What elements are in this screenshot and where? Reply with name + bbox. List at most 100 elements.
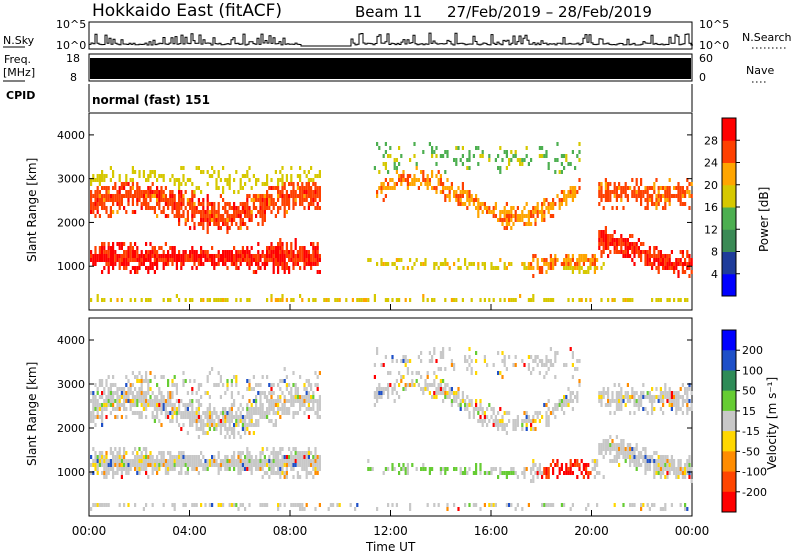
heat-cell — [186, 403, 189, 407]
heat-cell — [631, 234, 634, 238]
heat-cell — [613, 399, 616, 403]
heat-cell — [549, 359, 552, 363]
heat-cell — [230, 222, 233, 226]
heat-cell — [629, 234, 632, 238]
heat-cell — [244, 431, 247, 435]
heat-cell — [488, 206, 491, 210]
heat-cell — [433, 371, 436, 375]
heat-cell — [651, 503, 654, 507]
heat-cell — [195, 166, 198, 170]
heat-cell — [281, 447, 284, 451]
heat-cell — [536, 206, 539, 210]
heat-cell — [222, 503, 225, 507]
heat-cell — [215, 210, 218, 214]
heat-cell — [677, 399, 680, 403]
heat-cell — [160, 395, 163, 399]
heat-cell — [162, 210, 165, 214]
heat-cell — [525, 214, 528, 218]
heat-cell — [233, 206, 236, 210]
heat-cell — [684, 471, 687, 475]
heat-cell — [464, 262, 467, 266]
heat-cell — [127, 503, 130, 507]
heat-cell — [248, 467, 251, 471]
heat-cell — [230, 254, 233, 258]
heat-cell — [147, 399, 150, 403]
heat-cell — [633, 250, 636, 254]
heat-cell — [303, 451, 306, 455]
heat-cell — [92, 194, 95, 198]
heat-cell — [543, 154, 546, 158]
heat-cell — [226, 202, 229, 206]
heat-cell — [94, 467, 97, 471]
heat-cell — [301, 399, 304, 403]
heat-cell — [246, 411, 249, 415]
heat-cell — [233, 415, 236, 419]
heat-cell — [270, 178, 273, 182]
heat-cell — [281, 455, 284, 459]
heat-cell — [459, 190, 462, 194]
heat-cell — [145, 190, 148, 194]
heat-cell — [620, 395, 623, 399]
heat-cell — [494, 202, 497, 206]
heat-cell — [475, 399, 478, 403]
heat-cell — [534, 355, 537, 359]
heat-cell — [543, 503, 546, 507]
heat-cell — [233, 399, 236, 403]
heat-cell — [138, 258, 141, 262]
heat-cell — [171, 407, 174, 411]
heat-cell — [184, 463, 187, 467]
heat-cell — [200, 395, 203, 399]
heat-cell — [202, 206, 205, 210]
heat-cell — [156, 258, 159, 262]
heat-cell — [686, 407, 689, 411]
heat-cell — [145, 254, 148, 258]
heat-cell — [450, 298, 453, 302]
heat-cell — [615, 391, 618, 395]
heat-cell — [312, 198, 315, 202]
heat-cell — [118, 266, 121, 270]
heat-cell — [662, 266, 665, 270]
heat-cell — [532, 479, 535, 483]
heat-cell — [668, 399, 671, 403]
heat-cell — [486, 423, 489, 427]
heat-cell — [479, 407, 482, 411]
heat-cell — [288, 194, 291, 198]
heat-cell — [312, 254, 315, 258]
heat-cell — [182, 463, 185, 467]
heat-cell — [294, 463, 297, 467]
heat-cell — [120, 391, 123, 395]
heat-cell — [222, 415, 225, 419]
nave-label: Nave — [746, 64, 774, 77]
heat-cell — [613, 447, 616, 451]
heat-cell — [134, 463, 137, 467]
heat-cell — [578, 150, 581, 154]
heat-cell — [629, 246, 632, 250]
y-tick-label: 2000 — [57, 422, 85, 435]
heat-cell — [279, 194, 282, 198]
heat-cell — [200, 210, 203, 214]
heat-cell — [193, 455, 196, 459]
heat-cell — [541, 258, 544, 262]
heat-cell — [270, 459, 273, 463]
heat-cell — [277, 383, 280, 387]
heat-cell — [266, 262, 269, 266]
heat-cell — [184, 459, 187, 463]
heat-cell — [109, 459, 112, 463]
heat-cell — [208, 411, 211, 415]
heat-cell — [545, 403, 548, 407]
heat-cell — [552, 206, 555, 210]
heat-cell — [510, 471, 513, 475]
heat-cell — [180, 467, 183, 471]
heat-cell — [609, 459, 612, 463]
heat-cell — [301, 254, 304, 258]
heat-cell — [492, 411, 495, 415]
heat-cell — [213, 262, 216, 266]
heat-cell — [318, 270, 321, 274]
heat-cell — [228, 226, 231, 230]
heat-cell — [127, 194, 130, 198]
heat-cell — [197, 427, 200, 431]
heat-cell — [125, 415, 128, 419]
heat-cell — [659, 395, 662, 399]
freq-tick-top: 18 — [66, 52, 80, 65]
